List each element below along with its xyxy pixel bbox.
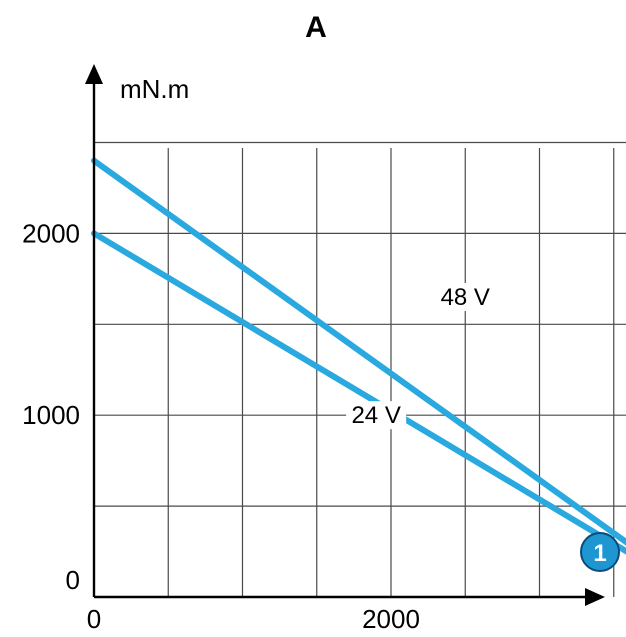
- x-axis-marker: 1: [580, 532, 620, 572]
- series-label: 24 V: [351, 402, 400, 429]
- x-tick-label: 0: [87, 604, 101, 634]
- tick-labels: 020004000010002000: [22, 218, 420, 634]
- series-layer: [91, 157, 626, 555]
- marker-number: 1: [593, 540, 606, 567]
- series-label-background: [346, 401, 407, 430]
- y-tick-label: 0: [66, 565, 80, 595]
- series-label-background: [435, 283, 496, 312]
- series-line-48v: [91, 157, 626, 546]
- chart-title: A: [305, 11, 327, 44]
- grid: [94, 141, 626, 597]
- y-axis-unit: mN.m: [120, 74, 189, 104]
- series-labels: 48 V 24 V: [346, 283, 496, 430]
- y-tick-label: 1000: [22, 400, 80, 430]
- series-label: 48 V: [441, 284, 490, 311]
- marker-circle-icon: [580, 532, 620, 572]
- x-tick-label: 2000: [362, 604, 420, 634]
- y-axis-arrow-icon: [85, 64, 103, 84]
- y-tick-label: 2000: [22, 218, 80, 248]
- axes: [85, 64, 605, 606]
- x-axis-arrow-icon: [585, 588, 605, 606]
